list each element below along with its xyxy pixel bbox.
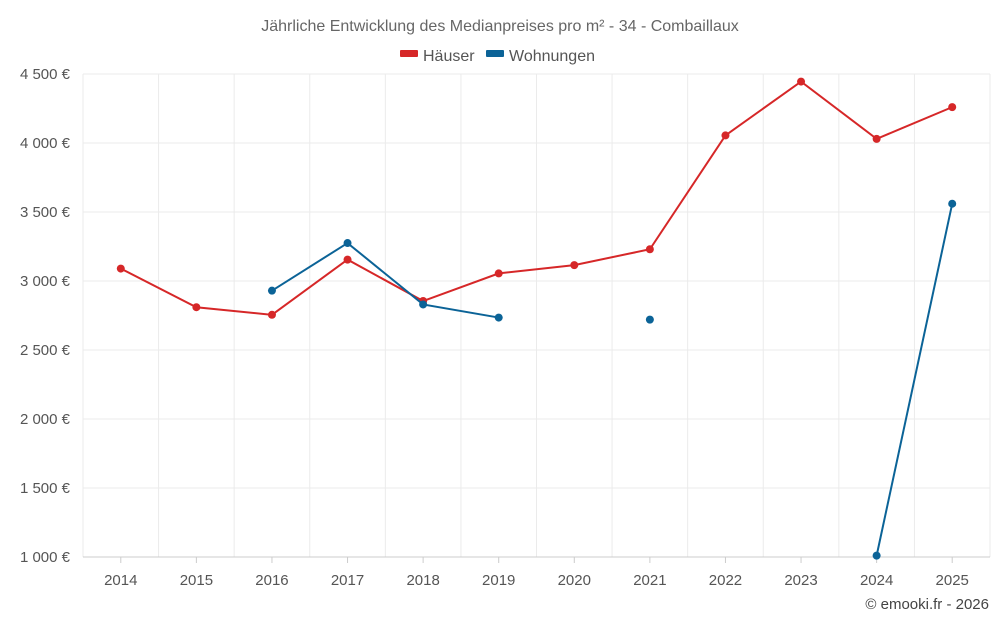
y-tick-label: 3 000 € xyxy=(20,273,71,290)
credit-text: © emooki.fr - 2026 xyxy=(865,596,989,613)
x-tick-label: 2021 xyxy=(633,572,666,589)
legend-label[interactable]: Häuser xyxy=(423,48,475,65)
y-tick-label: 3 500 € xyxy=(20,204,71,221)
y-tick-label: 1 500 € xyxy=(20,480,71,497)
data-point[interactable] xyxy=(797,77,806,86)
x-axis: 2014 2015 2016 2017 2018 2019 2020 2021 2022 2023… xyxy=(83,556,990,589)
data-point[interactable] xyxy=(872,551,881,560)
data-point[interactable] xyxy=(267,286,276,295)
y-tick-label: 2 000 € xyxy=(20,411,71,428)
series-line xyxy=(120,80,953,316)
data-point[interactable] xyxy=(645,315,654,324)
data-point[interactable] xyxy=(343,239,352,248)
x-tick-label: 2015 xyxy=(180,572,213,589)
data-point[interactable] xyxy=(343,255,352,264)
data-point[interactable] xyxy=(645,245,654,254)
data-point[interactable] xyxy=(948,199,957,208)
legend: Häuser Wohnungen xyxy=(400,48,595,65)
y-tick-label: 4 000 € xyxy=(20,135,71,152)
x-tick-label: 2016 xyxy=(255,572,288,589)
data-point[interactable] xyxy=(494,269,503,278)
data-point[interactable] xyxy=(267,310,276,319)
x-tick-label: 2023 xyxy=(784,572,817,589)
legend-label[interactable]: Wohnungen xyxy=(509,48,595,65)
legend-swatch xyxy=(486,50,504,57)
legend-swatch xyxy=(400,50,418,57)
y-tick-label: 2 500 € xyxy=(20,342,71,359)
x-tick-label: 2020 xyxy=(558,572,591,589)
y-tick-label: 1 000 € xyxy=(20,549,71,566)
series-line xyxy=(875,203,954,556)
x-tick-label: 2018 xyxy=(406,572,439,589)
y-axis: 1 000 € 1 500 € 2 000 € 2 500 € 3 000 € 3 500… xyxy=(20,66,71,566)
x-tick-label: 2024 xyxy=(860,572,893,589)
data-point[interactable] xyxy=(192,303,201,312)
series-line xyxy=(271,241,499,319)
data-point[interactable] xyxy=(116,264,125,273)
x-tick-label: 2014 xyxy=(104,572,137,589)
data-point[interactable] xyxy=(721,131,730,140)
x-tick-label: 2022 xyxy=(709,572,742,589)
data-point[interactable] xyxy=(494,313,503,322)
data-point[interactable] xyxy=(872,134,881,143)
x-tick-label: 2019 xyxy=(482,572,515,589)
series-wohnungen xyxy=(267,199,957,560)
data-point[interactable] xyxy=(570,261,579,270)
x-tick-label: 2025 xyxy=(936,572,969,589)
chart-title: Jährliche Entwicklung des Medianpreises … xyxy=(261,18,739,35)
grid xyxy=(82,73,991,557)
data-point[interactable] xyxy=(419,300,428,309)
series-group xyxy=(116,77,957,560)
data-point[interactable] xyxy=(948,103,957,112)
x-tick-label: 2017 xyxy=(331,572,364,589)
y-tick-label: 4 500 € xyxy=(20,66,71,83)
